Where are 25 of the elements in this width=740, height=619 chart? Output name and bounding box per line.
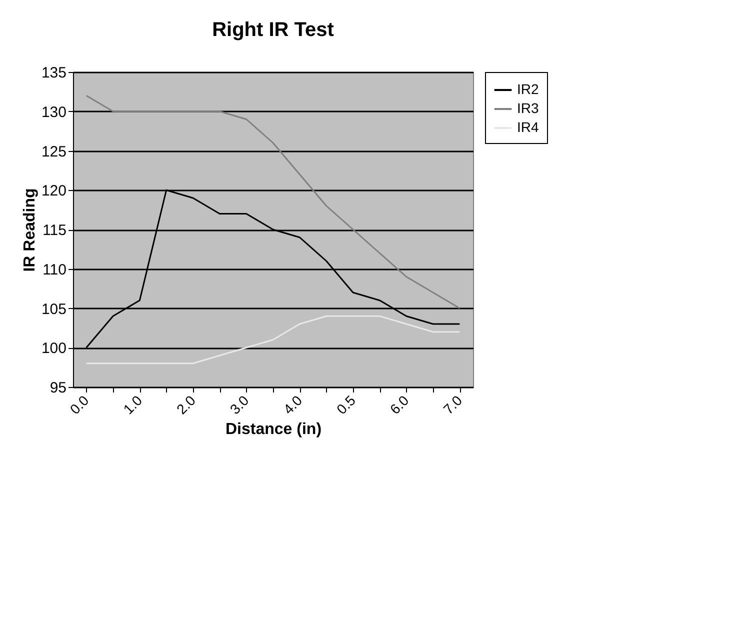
y-tick-label: 125 xyxy=(41,143,66,160)
x-axis-title: Distance (in) xyxy=(225,421,322,438)
x-tick-label: 1.0 xyxy=(120,392,146,418)
x-tick-label: 4.0 xyxy=(280,392,306,418)
line-series xyxy=(86,315,460,364)
legend-label: IR3 xyxy=(517,100,539,116)
chart-title: Right IR Test xyxy=(212,19,334,41)
x-tick-label: 7.0 xyxy=(440,392,466,418)
y-tick-label: 110 xyxy=(42,261,66,278)
y-tick-label: 130 xyxy=(41,104,66,121)
x-tick-label: 2.0 xyxy=(173,392,199,418)
y-axis-title: IR Reading xyxy=(21,188,38,272)
legend-label: IR2 xyxy=(517,81,539,97)
y-tick-label: 105 xyxy=(41,300,66,318)
legend-label: IR4 xyxy=(517,119,539,135)
x-tick-label: 0.5 xyxy=(333,392,359,418)
y-tick-label: 135 xyxy=(41,64,66,82)
line-series xyxy=(86,94,460,309)
y-tick-label: 95 xyxy=(50,380,66,396)
y-tick-label: 120 xyxy=(41,182,66,200)
x-tick-label: 0.0 xyxy=(66,392,92,418)
x-tick-label: 3.0 xyxy=(226,392,252,418)
y-tick-label: 100 xyxy=(41,340,66,358)
y-tick-label: 115 xyxy=(42,222,66,239)
x-tick-label: 6.0 xyxy=(386,392,412,418)
